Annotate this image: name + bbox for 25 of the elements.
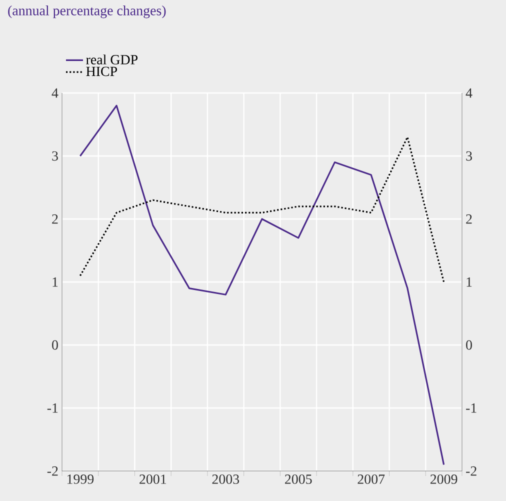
x-tick-label: 2005 bbox=[285, 474, 312, 484]
y2-tick-label: -1 bbox=[466, 403, 476, 413]
y-tick-label: 1 bbox=[52, 277, 58, 287]
legend-label: real GDP bbox=[86, 54, 138, 64]
y2-tick-label: -2 bbox=[466, 466, 476, 476]
x-tick-label: 2009 bbox=[430, 474, 458, 484]
x-tick-label: 2001 bbox=[140, 474, 166, 484]
chart-title: (annual percentage changes) bbox=[8, 6, 166, 18]
line-series bbox=[79, 136, 445, 283]
line-series bbox=[79, 104, 445, 466]
legend-label: HICP bbox=[86, 66, 118, 76]
y2-tick-label: 2 bbox=[466, 214, 472, 224]
x-tick-label: 1999 bbox=[67, 474, 94, 484]
y-tick-label: -2 bbox=[47, 466, 58, 476]
y-tick-label: 3 bbox=[52, 151, 58, 161]
y-tick-label: 0 bbox=[52, 340, 58, 350]
y2-tick-label: 4 bbox=[466, 88, 472, 98]
y2-tick-label: 3 bbox=[466, 151, 472, 161]
y-tick-label: 2 bbox=[52, 214, 58, 224]
x-tick-label: 2003 bbox=[212, 474, 240, 484]
y-tick-label: 4 bbox=[52, 88, 58, 98]
x-tick-label: 2007 bbox=[358, 474, 385, 484]
y2-tick-label: 0 bbox=[466, 340, 472, 350]
y2-tick-label: 1 bbox=[466, 277, 472, 287]
y-tick-label: -1 bbox=[47, 403, 58, 413]
